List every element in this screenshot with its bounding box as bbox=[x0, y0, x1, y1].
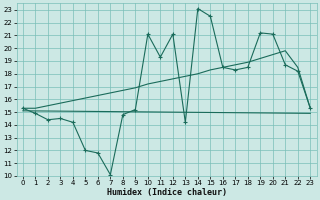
X-axis label: Humidex (Indice chaleur): Humidex (Indice chaleur) bbox=[107, 188, 227, 197]
